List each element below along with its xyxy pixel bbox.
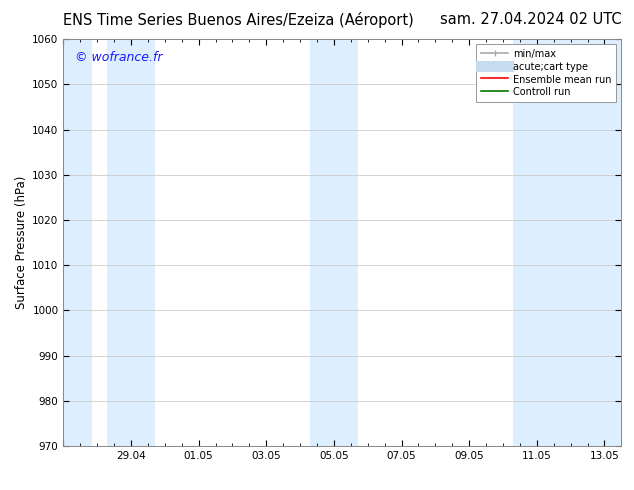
Bar <box>310 39 358 446</box>
Y-axis label: Surface Pressure (hPa): Surface Pressure (hPa) <box>15 176 28 309</box>
Text: sam. 27.04.2024 02 UTC: sam. 27.04.2024 02 UTC <box>440 12 621 27</box>
Bar <box>107 39 155 446</box>
Text: ENS Time Series Buenos Aires/Ezeiza (Aéroport): ENS Time Series Buenos Aires/Ezeiza (Aér… <box>63 12 414 28</box>
Bar <box>63 39 92 446</box>
Bar <box>513 39 621 446</box>
Text: © wofrance.fr: © wofrance.fr <box>75 51 162 64</box>
Legend: min/max, acute;cart type, Ensemble mean run, Controll run: min/max, acute;cart type, Ensemble mean … <box>476 44 616 102</box>
